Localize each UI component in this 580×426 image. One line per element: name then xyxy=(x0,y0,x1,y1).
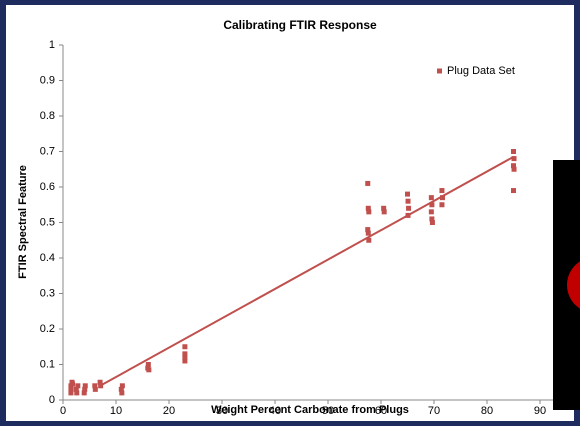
plot: 00.10.20.30.40.50.60.70.80.910 10 20 30 40 50… xyxy=(40,39,580,417)
x-tick-label: 80 xyxy=(481,405,493,417)
x-tick-label: 60 xyxy=(375,405,387,417)
x-tick-label: 10 xyxy=(110,405,122,417)
x-tick-label: 0 xyxy=(60,405,66,417)
y-tick-label: 0.8 xyxy=(40,110,55,122)
point xyxy=(406,205,412,211)
trendline xyxy=(99,155,514,387)
point xyxy=(428,195,434,201)
point xyxy=(381,209,387,215)
x-tick-label: 20 xyxy=(163,405,175,417)
point xyxy=(365,180,371,186)
point xyxy=(182,358,188,364)
point xyxy=(439,188,445,194)
x-tick-label: 90 xyxy=(534,405,546,417)
point xyxy=(429,220,435,225)
point xyxy=(82,383,88,389)
y-tick-label: 0.5 xyxy=(40,216,55,228)
point xyxy=(366,209,372,215)
point xyxy=(68,390,74,396)
point xyxy=(119,383,125,389)
point xyxy=(73,386,79,392)
point xyxy=(145,362,151,367)
point xyxy=(439,195,445,201)
y-tick-label: 0.1 xyxy=(40,358,55,370)
point xyxy=(75,383,81,389)
point xyxy=(365,227,371,233)
point xyxy=(92,386,98,392)
point xyxy=(146,367,152,373)
point xyxy=(511,156,517,162)
y-tick-label: 0.9 xyxy=(40,74,55,86)
point xyxy=(68,386,74,392)
point xyxy=(439,202,445,208)
y-tick-label: 0.7 xyxy=(40,145,55,157)
x-tick-label: 30 xyxy=(216,405,228,417)
x-tick-label: 50 xyxy=(322,405,334,417)
point xyxy=(405,191,410,197)
point xyxy=(366,237,372,243)
point xyxy=(428,209,434,215)
point xyxy=(511,149,516,154)
point xyxy=(182,351,188,357)
point xyxy=(81,390,87,396)
legend-label: Plug Data Set xyxy=(447,65,515,77)
point xyxy=(511,163,516,169)
y-tick-label: 0.3 xyxy=(40,287,55,299)
point xyxy=(365,205,371,211)
overlay-circle xyxy=(567,261,580,309)
point xyxy=(429,216,435,222)
chart-title: Calibrating FTIR Response xyxy=(223,18,377,32)
y-tick-label: 0.4 xyxy=(40,252,55,264)
point xyxy=(74,390,80,396)
point xyxy=(92,383,98,389)
point xyxy=(365,230,371,236)
point xyxy=(118,386,124,392)
y-tick-label: 1 xyxy=(49,39,55,51)
point xyxy=(405,198,411,204)
point xyxy=(182,354,188,360)
chart-area xyxy=(6,5,574,421)
y-axis-label: FTIR Spectral Feature xyxy=(17,165,29,279)
point xyxy=(511,188,516,194)
point xyxy=(429,202,435,208)
legend-marker xyxy=(437,68,442,74)
point xyxy=(381,205,387,211)
point xyxy=(97,379,103,385)
point xyxy=(511,166,517,172)
point xyxy=(70,381,76,387)
y-tick-label: 0.6 xyxy=(40,181,55,193)
y-tick-label: 0 xyxy=(49,394,55,406)
point xyxy=(182,344,188,350)
x-tick-label: 40 xyxy=(269,405,281,417)
point xyxy=(119,390,125,396)
point xyxy=(82,386,88,392)
x-axis-label: Weight Percent Carbonate from Plugs xyxy=(211,404,409,416)
x-tick-label: 70 xyxy=(428,405,440,417)
y-tick-label: 0.2 xyxy=(40,323,55,335)
